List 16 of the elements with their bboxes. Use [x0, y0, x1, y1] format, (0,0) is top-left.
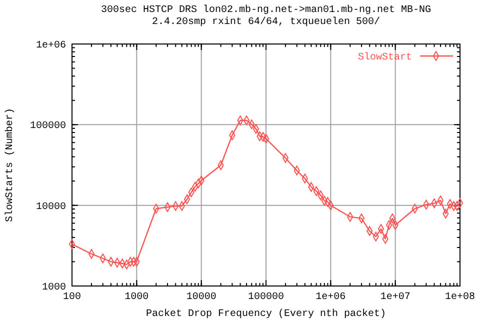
- chart-title: 300sec HSTCP DRS lon02.mb-ng.net->man01.mb-ng.net MB-NG: [100, 4, 432, 16]
- y-tick-label: 100000: [30, 121, 66, 132]
- x-tick-label: 1e+06: [316, 292, 346, 303]
- x-tick-label: 10000: [186, 292, 216, 303]
- x-tick-label: 100000: [248, 292, 284, 303]
- x-tick-label: 1e+08: [444, 292, 476, 303]
- y-axis-title: SlowStarts (Number): [4, 108, 16, 222]
- x-tick-label: 1000: [124, 292, 149, 303]
- y-tick-label: 1000: [42, 282, 66, 294]
- x-tick-label: 100: [62, 292, 82, 303]
- y-tick-label: 10000: [36, 202, 66, 213]
- legend-label: SlowStart: [358, 52, 412, 64]
- y-tick-label: 1e+06: [36, 40, 66, 52]
- x-axis-title: Packet Drop Frequency (Every nth packet): [146, 308, 386, 320]
- x-tick-label: 1e+07: [380, 292, 410, 303]
- chart-subtitle: 2.4.20smp rxint 64/64, txqueuelen 500/: [152, 16, 380, 28]
